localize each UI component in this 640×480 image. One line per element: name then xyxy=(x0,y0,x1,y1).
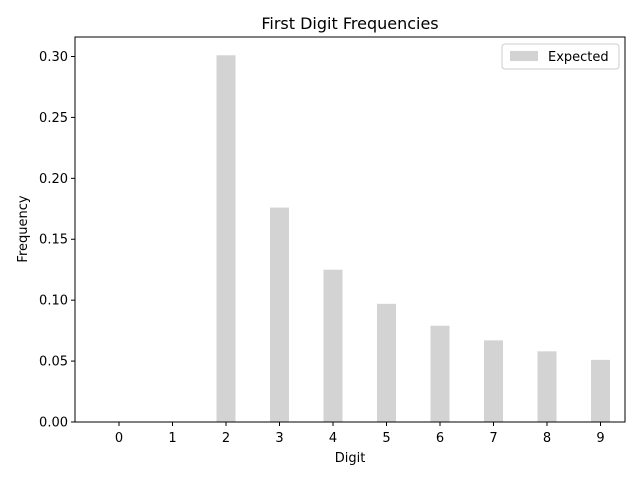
legend: Expected xyxy=(501,43,620,70)
legend-swatch xyxy=(510,51,538,61)
legend-label: Expected xyxy=(548,50,609,65)
x-tick-label: 4 xyxy=(329,431,337,446)
y-axis-ticks: 0.00 0.05 0.10 0.15 0.20 0.25 0.30 xyxy=(39,50,75,431)
x-tick-label: 7 xyxy=(489,431,497,446)
x-axis-ticks: 0 1 2 3 4 5 6 7 8 9 xyxy=(115,422,605,446)
bar-expected-1 xyxy=(216,55,236,422)
bar-expected-2 xyxy=(270,207,289,422)
y-tick-label: 0.15 xyxy=(39,233,68,248)
bar-expected-5 xyxy=(430,325,450,422)
legend-box xyxy=(501,43,620,70)
y-tick-label: 0.30 xyxy=(39,50,68,65)
x-tick-label: 9 xyxy=(596,431,604,446)
bar-expected-4 xyxy=(377,303,396,422)
y-tick-label: 0.10 xyxy=(39,294,68,309)
x-tick-label: 2 xyxy=(222,431,230,446)
bar-expected-8 xyxy=(591,359,610,422)
y-tick-label: 0.20 xyxy=(39,172,68,187)
bar-expected-6 xyxy=(484,340,503,422)
y-tick-label: 0.05 xyxy=(39,355,68,370)
x-tick-label: 0 xyxy=(115,431,123,446)
bars-group xyxy=(216,55,610,422)
y-tick-label: 0.00 xyxy=(39,416,68,431)
x-tick-label: 5 xyxy=(382,431,390,446)
bar-expected-7 xyxy=(537,351,557,422)
chart-title: First Digit Frequencies xyxy=(261,14,438,33)
bar-expected-3 xyxy=(323,269,343,422)
x-tick-label: 1 xyxy=(168,431,176,446)
y-tick-label: 0.25 xyxy=(39,111,68,126)
plot-frame xyxy=(74,36,626,423)
y-axis-label: Frequency xyxy=(16,195,31,262)
x-tick-label: 8 xyxy=(543,431,551,446)
x-tick-label: 6 xyxy=(436,431,444,446)
x-axis-label: Digit xyxy=(335,451,366,466)
x-tick-label: 3 xyxy=(275,431,283,446)
